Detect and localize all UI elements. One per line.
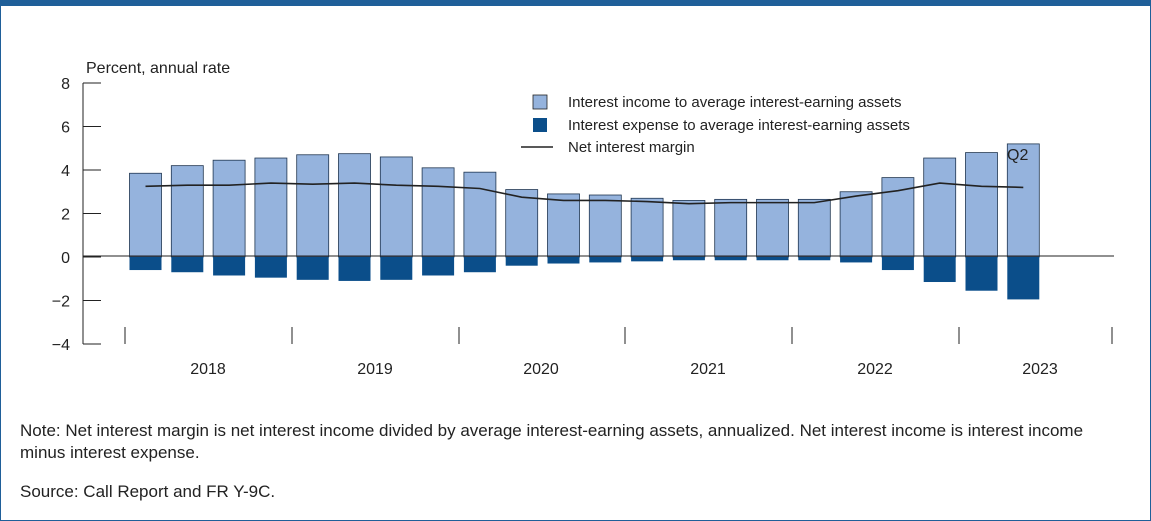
income-bar <box>797 198 831 258</box>
expense-bar <box>213 257 246 276</box>
legend-label-nim: Net interest margin <box>568 139 695 156</box>
y-axis-label: Percent, annual rate <box>86 60 230 77</box>
legend-label-expense: Interest expense to average interest-ear… <box>568 117 910 134</box>
expense-bar <box>672 257 705 261</box>
y-tick-label: 2 <box>61 207 70 224</box>
income-bar <box>672 200 706 258</box>
x-tick-label: 2022 <box>857 361 893 378</box>
x-tick-label: 2018 <box>190 361 226 378</box>
expense-bar <box>798 257 831 261</box>
expense-bar <box>756 257 789 261</box>
expense-bar <box>547 257 580 264</box>
income-bar <box>965 152 998 258</box>
income-bar <box>756 198 789 258</box>
expense-bar <box>296 257 329 280</box>
y-tick-label: 6 <box>61 120 70 137</box>
x-tick-label: 2021 <box>690 361 726 378</box>
expense-bar <box>380 257 413 280</box>
y-tick-label: 0 <box>61 250 70 267</box>
y-ticks: 8 6 4 2 0 −2 −4 <box>52 76 101 354</box>
chart-note: Note: Net interest margin is net interes… <box>20 421 1084 462</box>
q2-annotation: Q2 <box>1007 147 1028 164</box>
x-tick-label: 2019 <box>357 361 393 378</box>
income-bar <box>881 177 915 258</box>
expense-bar <box>171 257 204 273</box>
expense-bar <box>881 257 914 271</box>
income-bar <box>588 194 622 258</box>
expense-bar <box>589 257 622 263</box>
income-bar <box>170 165 204 258</box>
year-labels: 2018 2019 2020 2021 2022 2023 <box>190 361 1058 378</box>
y-tick-label: 8 <box>61 76 70 93</box>
income-bar <box>212 159 246 258</box>
expense-bar <box>923 257 956 283</box>
income-bar <box>923 157 957 258</box>
y-tick-label: −2 <box>52 294 70 311</box>
expense-bar <box>338 257 371 281</box>
expense-bar <box>129 257 162 271</box>
income-bar <box>505 189 539 258</box>
net-interest-margin-line <box>145 182 1024 205</box>
y-tick-label: 4 <box>61 163 70 180</box>
expense-bar <box>1007 257 1040 300</box>
expense-bar <box>254 257 287 278</box>
income-bar <box>296 154 330 258</box>
income-bar <box>547 193 580 258</box>
y-tick-label: −4 <box>52 337 70 354</box>
income-bar <box>338 153 371 258</box>
expense-bar <box>505 257 538 266</box>
expense-bar <box>631 257 664 262</box>
legend-swatch-expense <box>533 118 547 132</box>
income-bar <box>630 197 664 258</box>
expense-bar <box>965 257 998 291</box>
x-tick-label: 2023 <box>1022 361 1058 378</box>
income-bar <box>379 156 413 258</box>
legend-swatch-income <box>532 94 548 110</box>
income-bar <box>714 198 748 258</box>
x-tick-label: 2020 <box>523 361 559 378</box>
income-bar <box>839 191 873 258</box>
income-bar <box>254 157 288 258</box>
chart-source: Source: Call Report and FR Y-9C. <box>20 482 276 501</box>
legend: Interest income to average interest-earn… <box>521 94 910 156</box>
expense-bar <box>840 257 873 263</box>
expense-bar <box>714 257 747 261</box>
legend-label-income: Interest income to average interest-earn… <box>568 94 902 111</box>
expense-bars <box>129 257 1040 300</box>
income-bar <box>463 171 497 258</box>
expense-bar <box>422 257 455 276</box>
income-bars <box>129 143 1040 258</box>
x-ticks <box>124 327 1113 344</box>
income-bar <box>421 167 455 258</box>
expense-bar <box>463 257 496 273</box>
